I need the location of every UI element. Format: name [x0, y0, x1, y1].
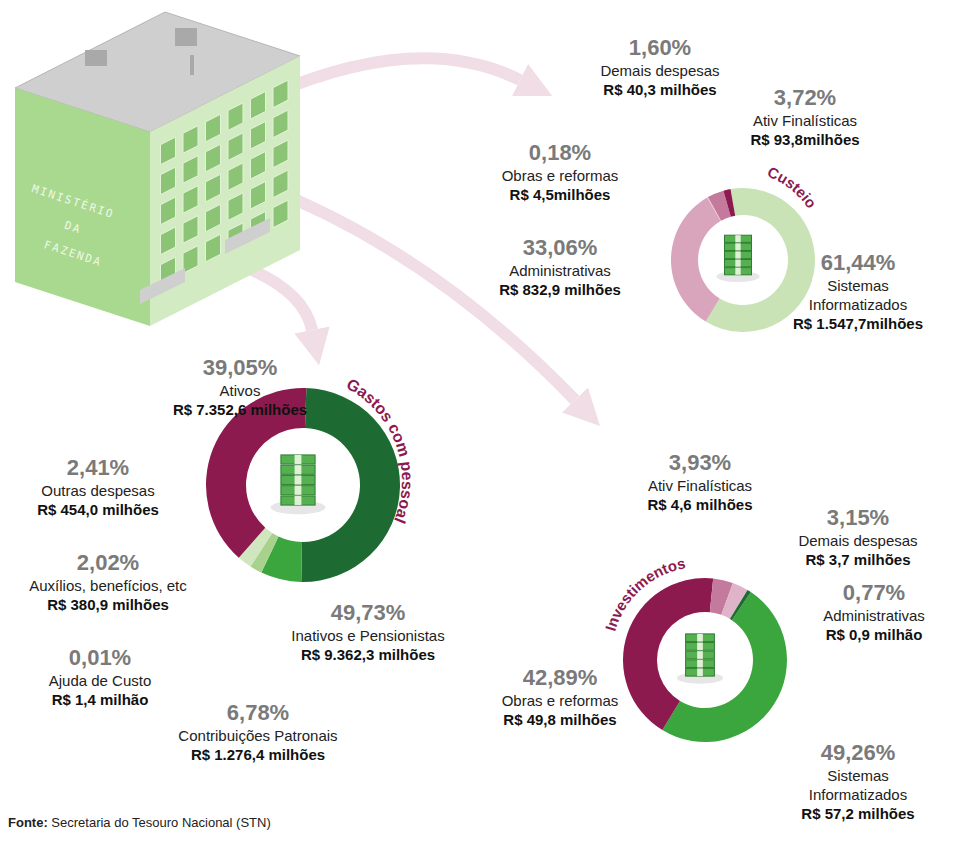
html-text:Inativos e Pensionistas: Inativos e Pensionistas [291, 627, 445, 644]
html-text:Outras despesas: Outras despesas [41, 482, 155, 499]
html-text:R$ 40,3 milhões: R$ 40,3 milhões [603, 81, 717, 98]
html-text:Obras e reformas: Obras e reformas [501, 167, 619, 184]
html-text:2,41%: 2,41% [66, 455, 130, 480]
html-text:2,02%: 2,02% [76, 550, 140, 575]
html-text:R$ 9.362,3 milhões: R$ 9.362,3 milhões [300, 646, 436, 663]
html-text:Ativos: Ativos [219, 382, 261, 399]
html-text:33,06%: 33,06% [522, 235, 598, 260]
svg-text:FAZENDA: FAZENDA [42, 238, 103, 269]
svg-text:Gastos com pessoal: Gastos com pessoal [344, 375, 416, 526]
html-text:49,73%: 49,73% [330, 600, 406, 625]
html-text:R$ 832,9 milhões: R$ 832,9 milhões [499, 281, 621, 298]
html-text:R$ 4,5milhões: R$ 4,5milhões [509, 186, 611, 203]
html-text:3,93%: 3,93% [668, 450, 732, 475]
html-text:Ativ Finalísticas: Ativ Finalísticas [647, 477, 753, 494]
html-text:R$ 1.276,4 milhões: R$ 1.276,4 milhões [190, 746, 326, 763]
html-text:R$ 49,8 milhões: R$ 49,8 milhões [503, 711, 617, 728]
svg-text:DA: DA [63, 219, 83, 237]
html-text:R$ 380,9 milhões: R$ 380,9 milhões [47, 596, 169, 613]
html-text:Demais despesas: Demais despesas [798, 532, 918, 549]
html-text:R$ 7.352,6 milhões: R$ 7.352,6 milhões [172, 401, 308, 418]
html-text:39,05%: 39,05% [202, 355, 278, 380]
html-text:R$ 1,4 milhão: R$ 1,4 milhão [51, 691, 149, 708]
html-text:0,77%: 0,77% [842, 580, 906, 605]
html-text:49,26%: 49,26% [820, 740, 896, 765]
html-text:Auxílios, benefícios, etc: Auxílios, benefícios, etc [29, 577, 187, 594]
html-text:R$ 4,6 milhões: R$ 4,6 milhões [647, 496, 753, 513]
html-text:0,01%: 0,01% [68, 645, 132, 670]
html-text:Fonte: Secretaria do Tesouro N: Fonte: Secretaria do Tesouro Nacional (S… [8, 815, 271, 830]
html-text:1,60%: 1,60% [628, 35, 692, 60]
html-text:R$ 57,2 milhões: R$ 57,2 milhões [801, 805, 915, 822]
html-text:6,78%: 6,78% [226, 700, 290, 725]
html-text:3,15%: 3,15% [826, 505, 890, 530]
html-text:3,72%: 3,72% [773, 85, 837, 110]
svg-text:Custeio: Custeio [765, 163, 820, 211]
html-text:Administrativas: Administrativas [509, 262, 611, 279]
svg-text:Investimentos: Investimentos [602, 554, 687, 633]
html-text:R$ 454,0 milhões: R$ 454,0 milhões [37, 501, 159, 518]
html-text:R$ 1.547,7milhões: R$ 1.547,7milhões [793, 315, 923, 332]
html-text:R$ 93,8milhões: R$ 93,8milhões [750, 131, 860, 148]
html-text:R$ 0,9 milhão: R$ 0,9 milhão [825, 626, 923, 643]
html-text:Contribuições Patronais: Contribuições Patronais [178, 727, 338, 744]
html-text:Demais despesas: Demais despesas [600, 62, 720, 79]
html-text:Administrativas: Administrativas [823, 607, 925, 624]
html-text:Sistemas Informatizados: Sistemas Informatizados [808, 767, 908, 803]
html-text:42,89%: 42,89% [522, 665, 598, 690]
html-text:Ativ Finalísticas: Ativ Finalísticas [752, 112, 858, 129]
svg-text:MINISTÉRIO: MINISTÉRIO [30, 182, 116, 221]
html-text:Obras e reformas: Obras e reformas [501, 692, 619, 709]
html-text:61,44%: 61,44% [820, 250, 896, 275]
html-text:Ajuda de Custo: Ajuda de Custo [48, 672, 152, 689]
html-text:0,18%: 0,18% [528, 140, 592, 165]
html-text:Sistemas Informatizados: Sistemas Informatizados [808, 277, 908, 313]
html-text:R$ 3,7 milhões: R$ 3,7 milhões [805, 551, 911, 568]
